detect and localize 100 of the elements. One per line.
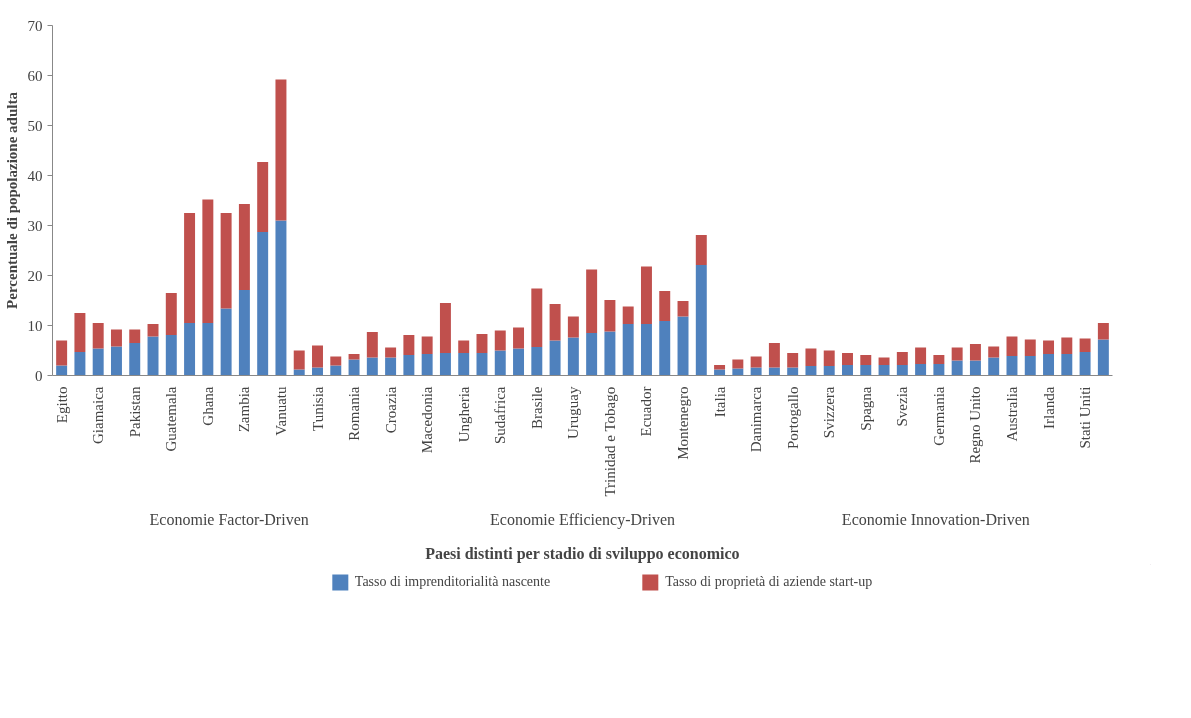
bar: [531, 347, 543, 376]
bar: [184, 323, 196, 376]
bar: [330, 365, 342, 376]
bar: [220, 213, 232, 309]
y-tick-label: 20: [27, 267, 43, 284]
bar: [1079, 338, 1091, 352]
bar: [165, 293, 177, 335]
bar: [896, 365, 908, 376]
bar: [257, 232, 269, 376]
bar: [695, 265, 707, 376]
bar: [275, 220, 287, 376]
x-tick-label: Australia: [1003, 386, 1020, 442]
bar: [878, 357, 890, 365]
y-tick-label: 70: [27, 17, 43, 34]
bar: [1079, 352, 1091, 376]
bar: [1097, 323, 1109, 340]
bar: [129, 329, 141, 343]
bar: [622, 306, 634, 324]
x-tick-label: Trinidad e Tobago: [601, 386, 618, 497]
x-tick-label: Vanuatu: [272, 386, 289, 436]
bar: [110, 329, 122, 347]
bar: [257, 162, 269, 232]
bar: [1024, 356, 1036, 376]
bar: [842, 353, 853, 365]
bar: [933, 355, 945, 364]
x-tick-label: Giamaica: [90, 386, 107, 444]
bar: [476, 334, 488, 353]
bar: [915, 364, 927, 376]
bar: [567, 316, 579, 338]
x-tick-label: Croazia: [382, 386, 399, 434]
y-tick-label: 40: [27, 167, 43, 184]
legend-label: Tasso di imprenditorialità nascente: [354, 574, 551, 590]
bar: [750, 356, 762, 368]
bar: [147, 336, 159, 376]
bar: [878, 365, 890, 376]
bar: [403, 355, 415, 376]
bar: [92, 348, 104, 376]
bar: [439, 303, 451, 353]
bar: [202, 323, 214, 376]
x-tick-label: Italia: [711, 386, 728, 418]
bar: [604, 300, 616, 332]
x-tick-label: Uruguay: [565, 386, 582, 439]
bar: [604, 331, 616, 376]
bar: [860, 365, 872, 376]
bar: [622, 324, 634, 376]
bar: [586, 333, 598, 376]
bar: [366, 332, 378, 358]
bar: [586, 269, 598, 333]
y-axis-title: Percentuale di popolazione adulta: [3, 91, 20, 309]
bar: [92, 323, 104, 349]
bar: [933, 364, 945, 376]
bar: [1061, 354, 1073, 376]
bar: [147, 324, 159, 337]
bar: [1097, 339, 1109, 376]
bar: [951, 360, 963, 376]
bar: [549, 304, 561, 341]
x-tick-label: Montenegro: [675, 386, 692, 460]
x-tick-label: Svezia: [894, 386, 911, 427]
bar: [330, 356, 342, 366]
bar: [549, 340, 561, 376]
bar: [659, 321, 671, 376]
bar: [74, 313, 86, 352]
bar: [56, 365, 68, 376]
bar: [403, 335, 415, 355]
y-tick-label: 30: [27, 217, 43, 234]
bar: [74, 352, 86, 376]
bar: [823, 366, 835, 376]
bar: [165, 335, 177, 376]
bar: [312, 345, 323, 368]
bar: [659, 291, 671, 321]
bar: [677, 301, 689, 317]
bar: [896, 352, 908, 365]
text: Economie Factor-Driven: [149, 510, 309, 528]
bar: [385, 357, 397, 376]
bar: [805, 366, 817, 376]
bar: [714, 365, 726, 370]
x-tick-label: Tunisia: [309, 386, 326, 431]
text: Economie Innovation-Driven: [841, 510, 1030, 528]
x-tick-label: Ghana: [199, 386, 216, 426]
bar: [860, 355, 872, 365]
bar: [732, 359, 744, 369]
x-tick-label: Portogallo: [784, 386, 801, 449]
bar: [202, 199, 214, 323]
bar: [567, 337, 579, 376]
x-tick-label: Pakistan: [126, 386, 143, 438]
x-tick-label: Guatemala: [163, 386, 180, 452]
bar: [421, 336, 433, 354]
bar: [531, 288, 543, 347]
bar: [56, 340, 68, 366]
bar: [184, 213, 196, 323]
bar: [439, 353, 451, 376]
bar: [677, 316, 689, 376]
bar: [238, 204, 250, 290]
x-tick-label: Germania: [930, 386, 947, 446]
bar: [385, 347, 397, 358]
bar: [695, 235, 707, 265]
bar: [951, 347, 963, 361]
bar: [458, 340, 470, 353]
bar: [988, 357, 1000, 376]
bar: [842, 365, 853, 376]
